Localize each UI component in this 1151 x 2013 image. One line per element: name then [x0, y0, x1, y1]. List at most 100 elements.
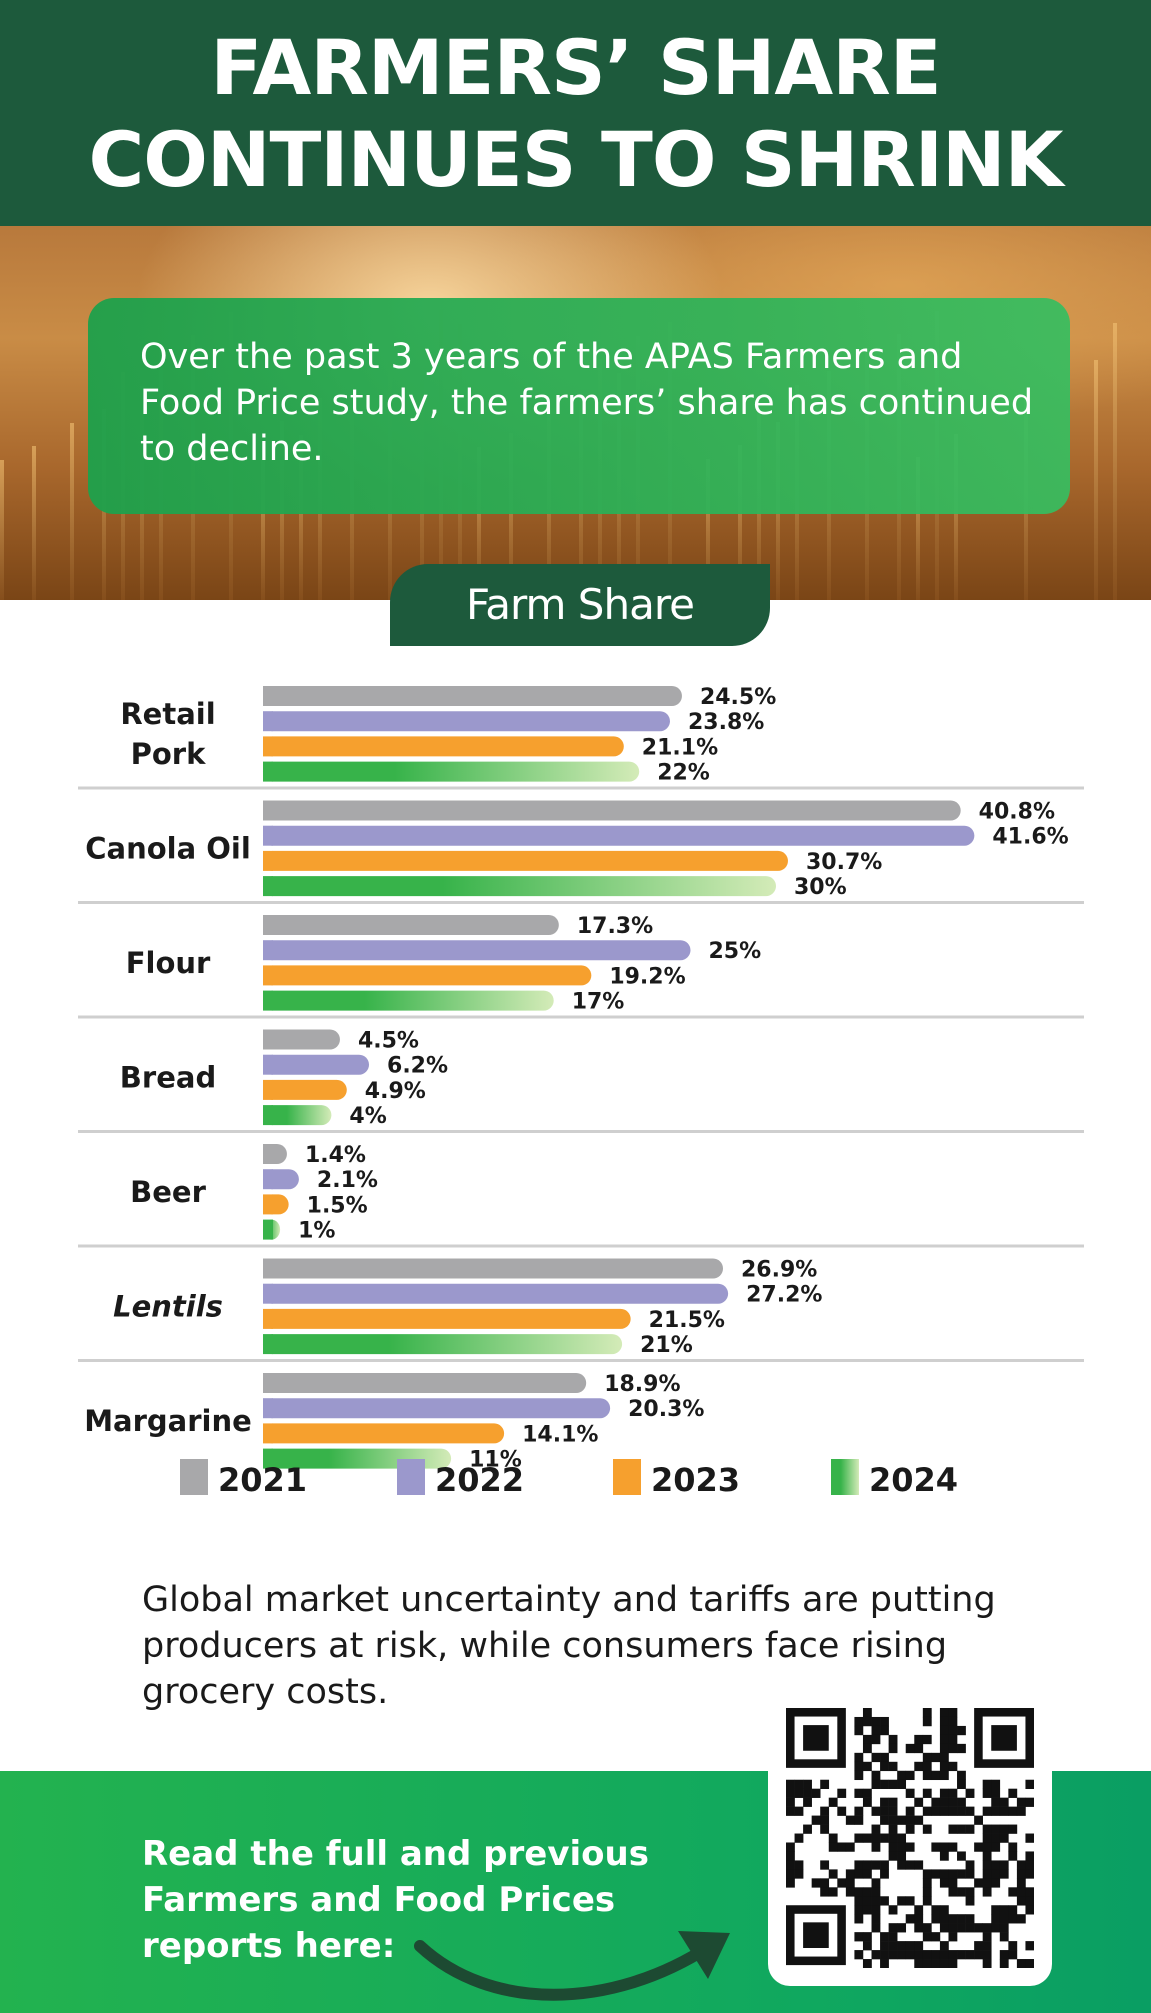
arrow-icon [414, 1931, 730, 2001]
wheat-stalk [706, 459, 710, 600]
bar-left-cap [263, 1144, 273, 1164]
value-label: 30% [794, 875, 847, 900]
bar-left-cap [263, 915, 273, 935]
value-label: 4% [349, 1104, 386, 1129]
bar-left-cap [263, 990, 273, 1011]
value-labels: 24.5%23.8%21.1%22% 40.8%41.6% 30.7%30% 17.3… [298, 685, 1069, 1473]
bar-2022 [263, 825, 975, 846]
wheat-stalk [738, 445, 742, 600]
legend-label: 2022 [435, 1461, 524, 1499]
bar-left-cap [263, 711, 273, 732]
value-label: 17.3% [577, 914, 653, 939]
category-label: Margarine [84, 1404, 252, 1438]
value-label: 18.9% [604, 1372, 680, 1397]
category-label: Retail [120, 697, 215, 731]
bar-left-cap [263, 1334, 273, 1355]
legend-label: 2023 [651, 1461, 740, 1499]
value-label: 25% [709, 939, 762, 964]
value-label: 22% [657, 761, 710, 786]
value-label: 4.5% [358, 1029, 419, 1054]
bar-2022 [263, 1054, 370, 1075]
legend-swatch [613, 1459, 641, 1495]
category-label: Flour [126, 946, 211, 980]
value-label: 21.1% [642, 735, 718, 760]
bar-2021 [263, 1029, 340, 1050]
bar-left-cap [263, 1373, 273, 1393]
value-label: 1.4% [305, 1143, 366, 1168]
bar-2023 [263, 1308, 631, 1329]
bar-2023 [263, 736, 624, 757]
wheat-stalk [1113, 323, 1117, 600]
bar-left-cap [263, 686, 273, 706]
category-label: Pork [131, 737, 206, 771]
bar-2024 [263, 1105, 332, 1126]
bar-left-cap [263, 1029, 273, 1050]
row-separators [78, 786, 1084, 1362]
legend: 2021 2022 2023 2024 [218, 1461, 958, 1499]
chart-bars [263, 686, 975, 1469]
bar-left-cap [263, 850, 273, 871]
qr-code-card[interactable] [768, 1690, 1052, 1986]
value-label: 23.8% [688, 710, 764, 735]
intro-callout: Over the past 3 years of the APAS Farmer… [88, 298, 1070, 514]
legend-label: 2024 [869, 1461, 958, 1499]
wheat-stalk [916, 457, 920, 600]
wheat-stalk [32, 446, 36, 600]
intro-text: Over the past 3 years of the APAS Farmer… [140, 337, 1034, 469]
bar-left-cap [263, 761, 273, 782]
wheat-stalk [0, 460, 4, 600]
value-label: 6.2% [387, 1054, 448, 1079]
bar-left-cap [263, 1219, 273, 1240]
bar-2021 [263, 686, 682, 706]
value-label: 21.5% [649, 1308, 725, 1333]
legend-swatch [831, 1459, 859, 1495]
value-label: 14.1% [522, 1422, 598, 1447]
category-label: Bread [120, 1060, 216, 1094]
report-link-text: Read the full and previous Farmers and F… [142, 1834, 649, 1966]
closing-text: Global market uncertainty and tariffs ar… [142, 1580, 996, 1712]
bar-left-cap [263, 1308, 273, 1329]
bar-2022 [263, 711, 670, 732]
value-label: 24.5% [700, 685, 776, 710]
value-label: 26.9% [741, 1258, 817, 1283]
bar-2024 [263, 876, 776, 897]
legend-label: 2021 [218, 1461, 307, 1499]
bar-2023 [263, 850, 788, 871]
bar-left-cap [263, 1054, 273, 1075]
category-label: Lentils [113, 1289, 223, 1323]
value-label: 21% [640, 1333, 693, 1358]
bar-2022 [263, 1283, 729, 1304]
value-label: 1% [298, 1219, 335, 1244]
value-label: 1.5% [307, 1193, 368, 1218]
bar-left-cap [263, 965, 273, 986]
category-label: Canola Oil [85, 831, 251, 865]
page-title-line-1: FARMERS’ SHARE [210, 23, 941, 112]
bar-left-cap [263, 1423, 273, 1444]
bar-2021 [263, 1373, 587, 1393]
value-label: 20.3% [628, 1397, 704, 1422]
bar-left-cap [263, 1169, 273, 1190]
legend-swatch [180, 1459, 208, 1495]
bar-2023 [263, 1423, 505, 1444]
bar-2021 [263, 800, 961, 821]
bar-left-cap [263, 1079, 273, 1100]
bar-left-cap [263, 825, 273, 846]
bar-left-cap [263, 1448, 273, 1469]
value-label: 19.2% [609, 964, 685, 989]
value-label: 2.1% [317, 1168, 378, 1193]
wheat-stalk [954, 434, 958, 600]
value-label: 30.7% [806, 850, 882, 875]
qr-code-icon[interactable] [786, 1708, 1034, 1968]
bar-left-cap [263, 1194, 273, 1215]
bar-2021 [263, 915, 559, 935]
bar-2024 [263, 1334, 623, 1355]
category-label: Beer [130, 1175, 206, 1209]
bar-left-cap [263, 1105, 273, 1126]
legend-swatch [397, 1459, 425, 1495]
bar-left-cap [263, 1283, 273, 1304]
wheat-stalk [477, 447, 481, 600]
category-labels: Retail Pork Canola Oil Flour Bread Beer Lentil… [84, 697, 252, 1438]
legend-swatches [180, 1459, 859, 1495]
wheat-stalk [261, 458, 265, 600]
bar-2023 [263, 965, 592, 986]
